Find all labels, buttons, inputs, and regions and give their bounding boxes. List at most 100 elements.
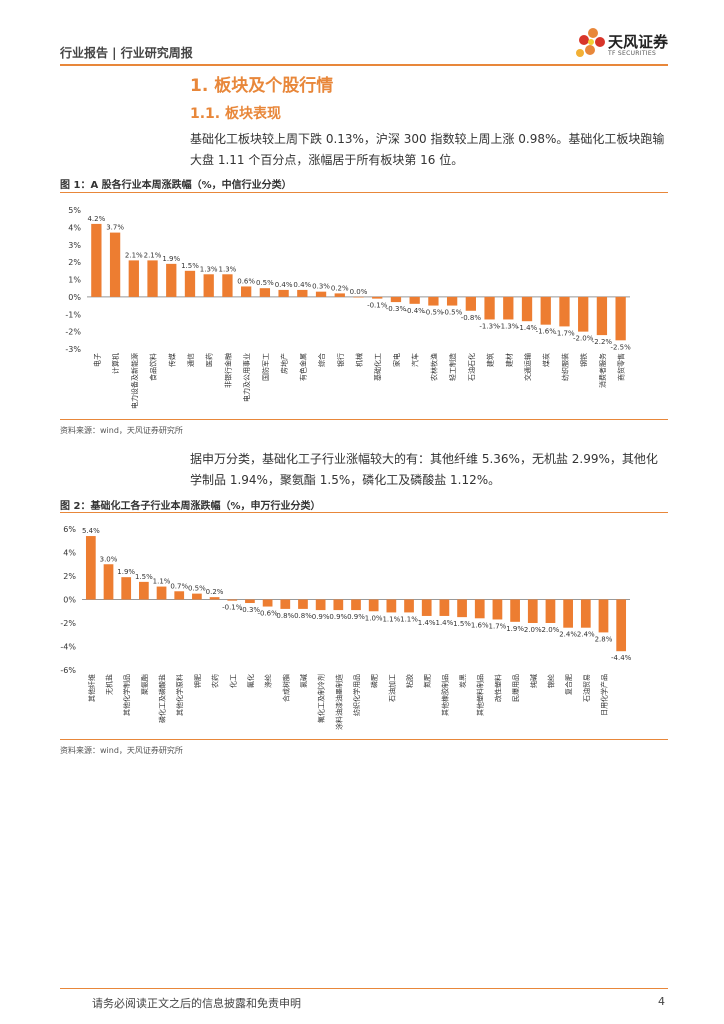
chart1-category-label: 电力及公用事业 [242,353,251,402]
chart2-bar [457,599,467,618]
chart2-ytick: 0% [63,596,76,605]
chart1-bar [465,296,476,311]
chart1-category-label: 商贸零售 [617,353,626,381]
chart2-data-label: 1.1% [400,615,418,623]
chart2-data-label: 0.9% [312,613,330,621]
chart1-bar [203,274,214,297]
chart1-data-label: 0.5% [256,279,274,287]
chart2-category-label: 氯碱 [299,674,308,688]
chart2-bar [563,599,573,628]
chart2-category-label: 无机盐 [105,674,114,695]
chart1-category-label: 建筑 [486,353,495,367]
figure-2-top-rule [60,512,668,513]
chart2-category-label: 纯碱 [529,674,538,688]
chart1-data-label: -0.5% [442,309,463,317]
chart2-category-label: 其他纤维 [87,674,96,702]
chart1-data-label: -1.7% [554,329,575,337]
chart2-data-label: 1.0% [365,614,383,622]
chart1-bar [521,296,533,322]
chart2-data-label: 2.4% [577,631,595,639]
chart2-data-label: 1.4% [435,619,453,627]
chart1-category-label: 电力设备及新能源 [130,353,139,409]
chart2-data-label: -0.6% [257,610,278,618]
chart2-data-label: -4.4% [611,654,632,662]
chart2-category-label: 氟化 [246,674,255,688]
chart2-category-label: 农药 [211,674,220,688]
chart1-bar [540,296,551,325]
chart1-category-label: 汽车 [411,353,420,367]
chart2-bar [545,599,556,623]
chart1-bar [503,296,514,320]
page-number: 4 [658,995,665,1008]
chart1-ytick: 1% [68,276,81,285]
chart2-bar [368,599,379,612]
chart1-bar [91,223,102,297]
chart2-bar [85,536,96,600]
chart2-bar [492,599,503,620]
chart1-category-label: 房地产 [280,353,289,374]
chart1-data-label: 0.2% [331,284,349,292]
chart2-category-label: 改性塑料 [493,674,502,702]
chart1-category-label: 计算机 [111,353,120,374]
chart1-category-label: 农林牧渔 [429,353,438,381]
chart2-bar [139,581,149,600]
chart1-ytick: 2% [68,258,81,267]
chart2-bar [280,599,291,609]
chart2-data-label: 0.2% [206,588,224,596]
chart1-ytick: 0% [68,293,81,302]
chart2-ytick: -4% [60,643,76,652]
chart1-ytick: -2% [65,328,81,337]
chart2-bar [298,599,308,609]
chart1-data-label: 1.3% [219,265,237,273]
chart1-data-label: -2.5% [610,343,631,351]
chart2-ytick: 4% [63,549,76,558]
chart2-ytick: -2% [60,619,76,628]
chart2-category-label: 合成树脂 [281,674,290,702]
chart2-data-label: 0.9% [329,613,347,621]
chart2-ytick: -6% [60,666,76,675]
chart1-bar [390,296,402,303]
chart2-bar [121,577,132,600]
chart1-bar [578,296,589,332]
chart1-bar [166,263,177,297]
chart1-category-label: 医药 [205,353,214,367]
chart2-bar [174,591,185,600]
report-header: 行业报告 | 行业研究周报 [60,46,193,60]
chart2-data-label: 5.4% [82,527,100,535]
chart2-data-label: 1.1% [382,615,400,623]
chart2-category-label: 聚氨酯 [140,674,149,695]
chart2-bar [510,599,520,622]
chart2-data-label: 2.0% [542,626,560,634]
chart2-category-label: 磷化工及磷酸盐 [158,674,167,723]
chart2-bar [315,599,326,611]
chart1-category-label: 建材 [504,353,513,367]
chart2-bar [421,599,432,616]
chart2-category-label: 粘胶 [405,674,414,688]
chart2-bar [351,599,361,611]
chart2-category-label: 石油加工 [387,674,396,702]
chart1-data-label: -1.3% [479,322,500,330]
chart1-data-label: 0.4% [275,281,293,289]
chart1-bar [259,288,271,297]
footer-divider [60,988,668,989]
chart1-bar [559,296,570,327]
chart2-bar [404,599,414,613]
figure-2-title: 图 2：基础化工各子行业本周涨跌幅（%，申万行业分类） [60,501,321,512]
chart1-data-label: 0.3% [312,283,330,291]
chart2-category-label: 磷肥 [370,674,379,688]
chart1-category-label: 石油石化 [467,353,476,381]
chart2-category-label: 石油贸易 [582,674,591,702]
chart2-bar [227,599,238,601]
logo-subtitle: TF SECURITIES [608,50,657,57]
figure-1-source: 资料来源：wind，天风证券研究所 [60,426,183,435]
chart1-ytick: 4% [68,223,81,232]
chart1-bar [446,296,458,306]
chart1-category-label: 纺织服装 [560,353,569,381]
chart2-category-label: 纺织化学用品 [352,674,361,716]
chart1-category-label: 通信 [186,353,195,367]
figure-1-title: 图 1：A 股各行业本周涨跌幅（%，中信行业分类） [60,180,292,191]
chart2-data-label: 1.9% [117,568,135,576]
chart2-bar [580,599,591,628]
chart1-category-label: 有色金属 [298,353,307,381]
chart2-bar [616,599,627,652]
